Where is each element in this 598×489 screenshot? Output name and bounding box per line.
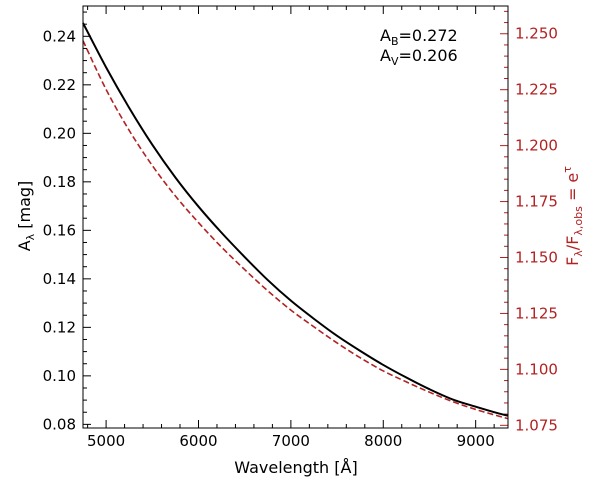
y-right-tick-label: 1.250 <box>515 25 558 43</box>
annotation-ab: AB=0.272 <box>380 26 458 48</box>
y-right-tick-label: 1.075 <box>515 416 558 434</box>
y-left-tick-label: 0.22 <box>43 76 76 94</box>
x-tick-label: 5000 <box>87 432 125 450</box>
y-right-axis-title: Fλ/Fλ,obs = eτ <box>561 166 585 266</box>
extinction-line <box>82 22 509 417</box>
flux-ratio-dashed-line <box>82 40 509 420</box>
x-tick-label: 8000 <box>364 432 402 450</box>
y-left-tick-label: 0.18 <box>43 173 76 191</box>
x-axis-title: Wavelength [Å] <box>234 458 357 477</box>
y-left-tick-label: 0.14 <box>43 270 76 288</box>
y-left-tick-label: 0.12 <box>43 318 76 336</box>
y-left-tick-label: 0.20 <box>43 124 76 142</box>
ticks-layer: 5000 6000 7000 8000 9000 0.08 0.10 0.12 0.14 0.16… <box>43 6 558 450</box>
y-right-tick-label: 1.175 <box>515 193 558 211</box>
y-left-tick-label: 0.08 <box>43 415 76 433</box>
y-right-tick-label: 1.125 <box>515 304 558 322</box>
y-right-tick-label: 1.150 <box>515 248 558 266</box>
plot-frame <box>82 5 509 429</box>
y-left-tick-label: 0.16 <box>43 221 76 239</box>
annotation-av: AV=0.206 <box>380 46 458 68</box>
series-layer <box>82 22 509 420</box>
y-right-tick-label: 1.100 <box>515 360 558 378</box>
x-tick-label: 9000 <box>457 432 495 450</box>
y-left-axis-title: Aλ [mag] <box>15 181 37 252</box>
y-left-tick-label: 0.10 <box>43 367 76 385</box>
y-right-tick-label: 1.225 <box>515 81 558 99</box>
y-left-tick-label: 0.24 <box>43 27 76 45</box>
y-right-tick-label: 1.200 <box>515 137 558 155</box>
x-tick-label: 6000 <box>179 432 217 450</box>
x-tick-label: 7000 <box>272 432 310 450</box>
